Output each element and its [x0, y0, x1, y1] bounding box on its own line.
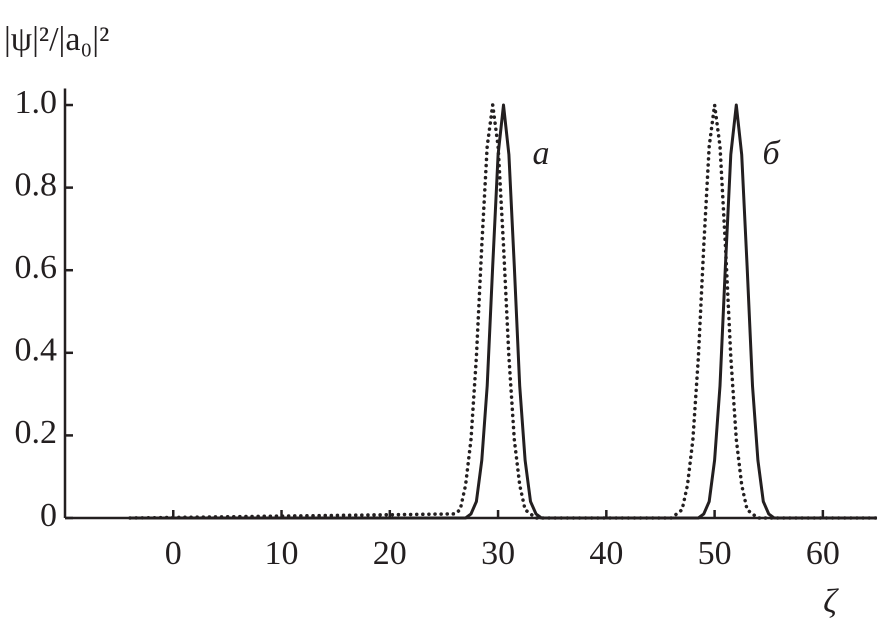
annotation: a [533, 135, 550, 172]
y-tick-label: 0.2 [15, 414, 58, 451]
x-tick-label: 0 [165, 535, 182, 572]
y-tick-label: 0.6 [15, 249, 58, 286]
y-tick-label: 0.8 [15, 166, 58, 203]
x-tick-label: 30 [481, 535, 515, 572]
x-axis-label: ζ [823, 583, 839, 620]
annotation: б [762, 135, 781, 172]
y-axis-label: |ψ|²/|a₀|² [4, 21, 109, 58]
y-tick-label: 0 [40, 497, 57, 534]
x-tick-label: 40 [589, 535, 623, 572]
x-tick-label: 50 [698, 535, 732, 572]
y-tick-label: 0.4 [15, 332, 58, 369]
y-tick-label: 1.0 [15, 84, 58, 121]
dotted-line [128, 103, 879, 520]
x-tick-label: 10 [265, 535, 299, 572]
solid-line [130, 103, 877, 520]
x-tick-label: 60 [806, 535, 840, 572]
x-tick-label: 20 [373, 535, 407, 572]
